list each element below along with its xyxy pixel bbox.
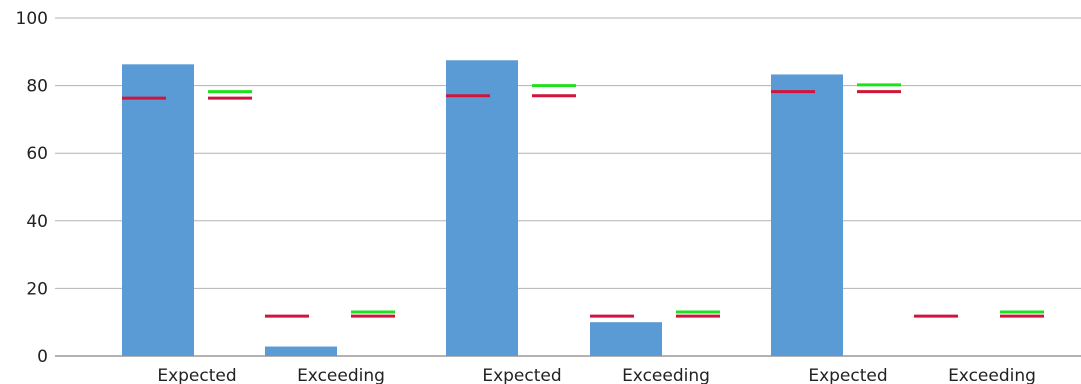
benchmark-markers [122,83,1044,318]
bar [265,346,337,356]
bar [122,64,194,356]
x-category-label: Expected [157,366,236,384]
x-category-label: Exceeding [297,366,385,384]
bar [446,60,518,356]
bars [122,60,843,357]
y-tick-label: 80 [26,77,48,97]
bar [590,322,662,356]
x-category-label: Exceeding [622,366,710,384]
bar [771,74,843,357]
y-tick-label: 0 [37,347,48,367]
x-category-label: Expected [482,366,561,384]
x-category-label: Expected [808,366,887,384]
y-tick-label: 40 [26,212,48,232]
y-tick-label: 20 [26,279,48,299]
gridlines [55,17,1081,357]
y-tick-label: 60 [26,144,48,164]
x-category-label: Exceeding [948,366,1036,384]
y-axis-ticks: 0 20 40 60 80 100 [16,9,48,367]
x-axis-labels: Expected Exceeding Expected Exceeding Expect… [157,366,1036,384]
y-tick-label: 100 [16,9,48,29]
